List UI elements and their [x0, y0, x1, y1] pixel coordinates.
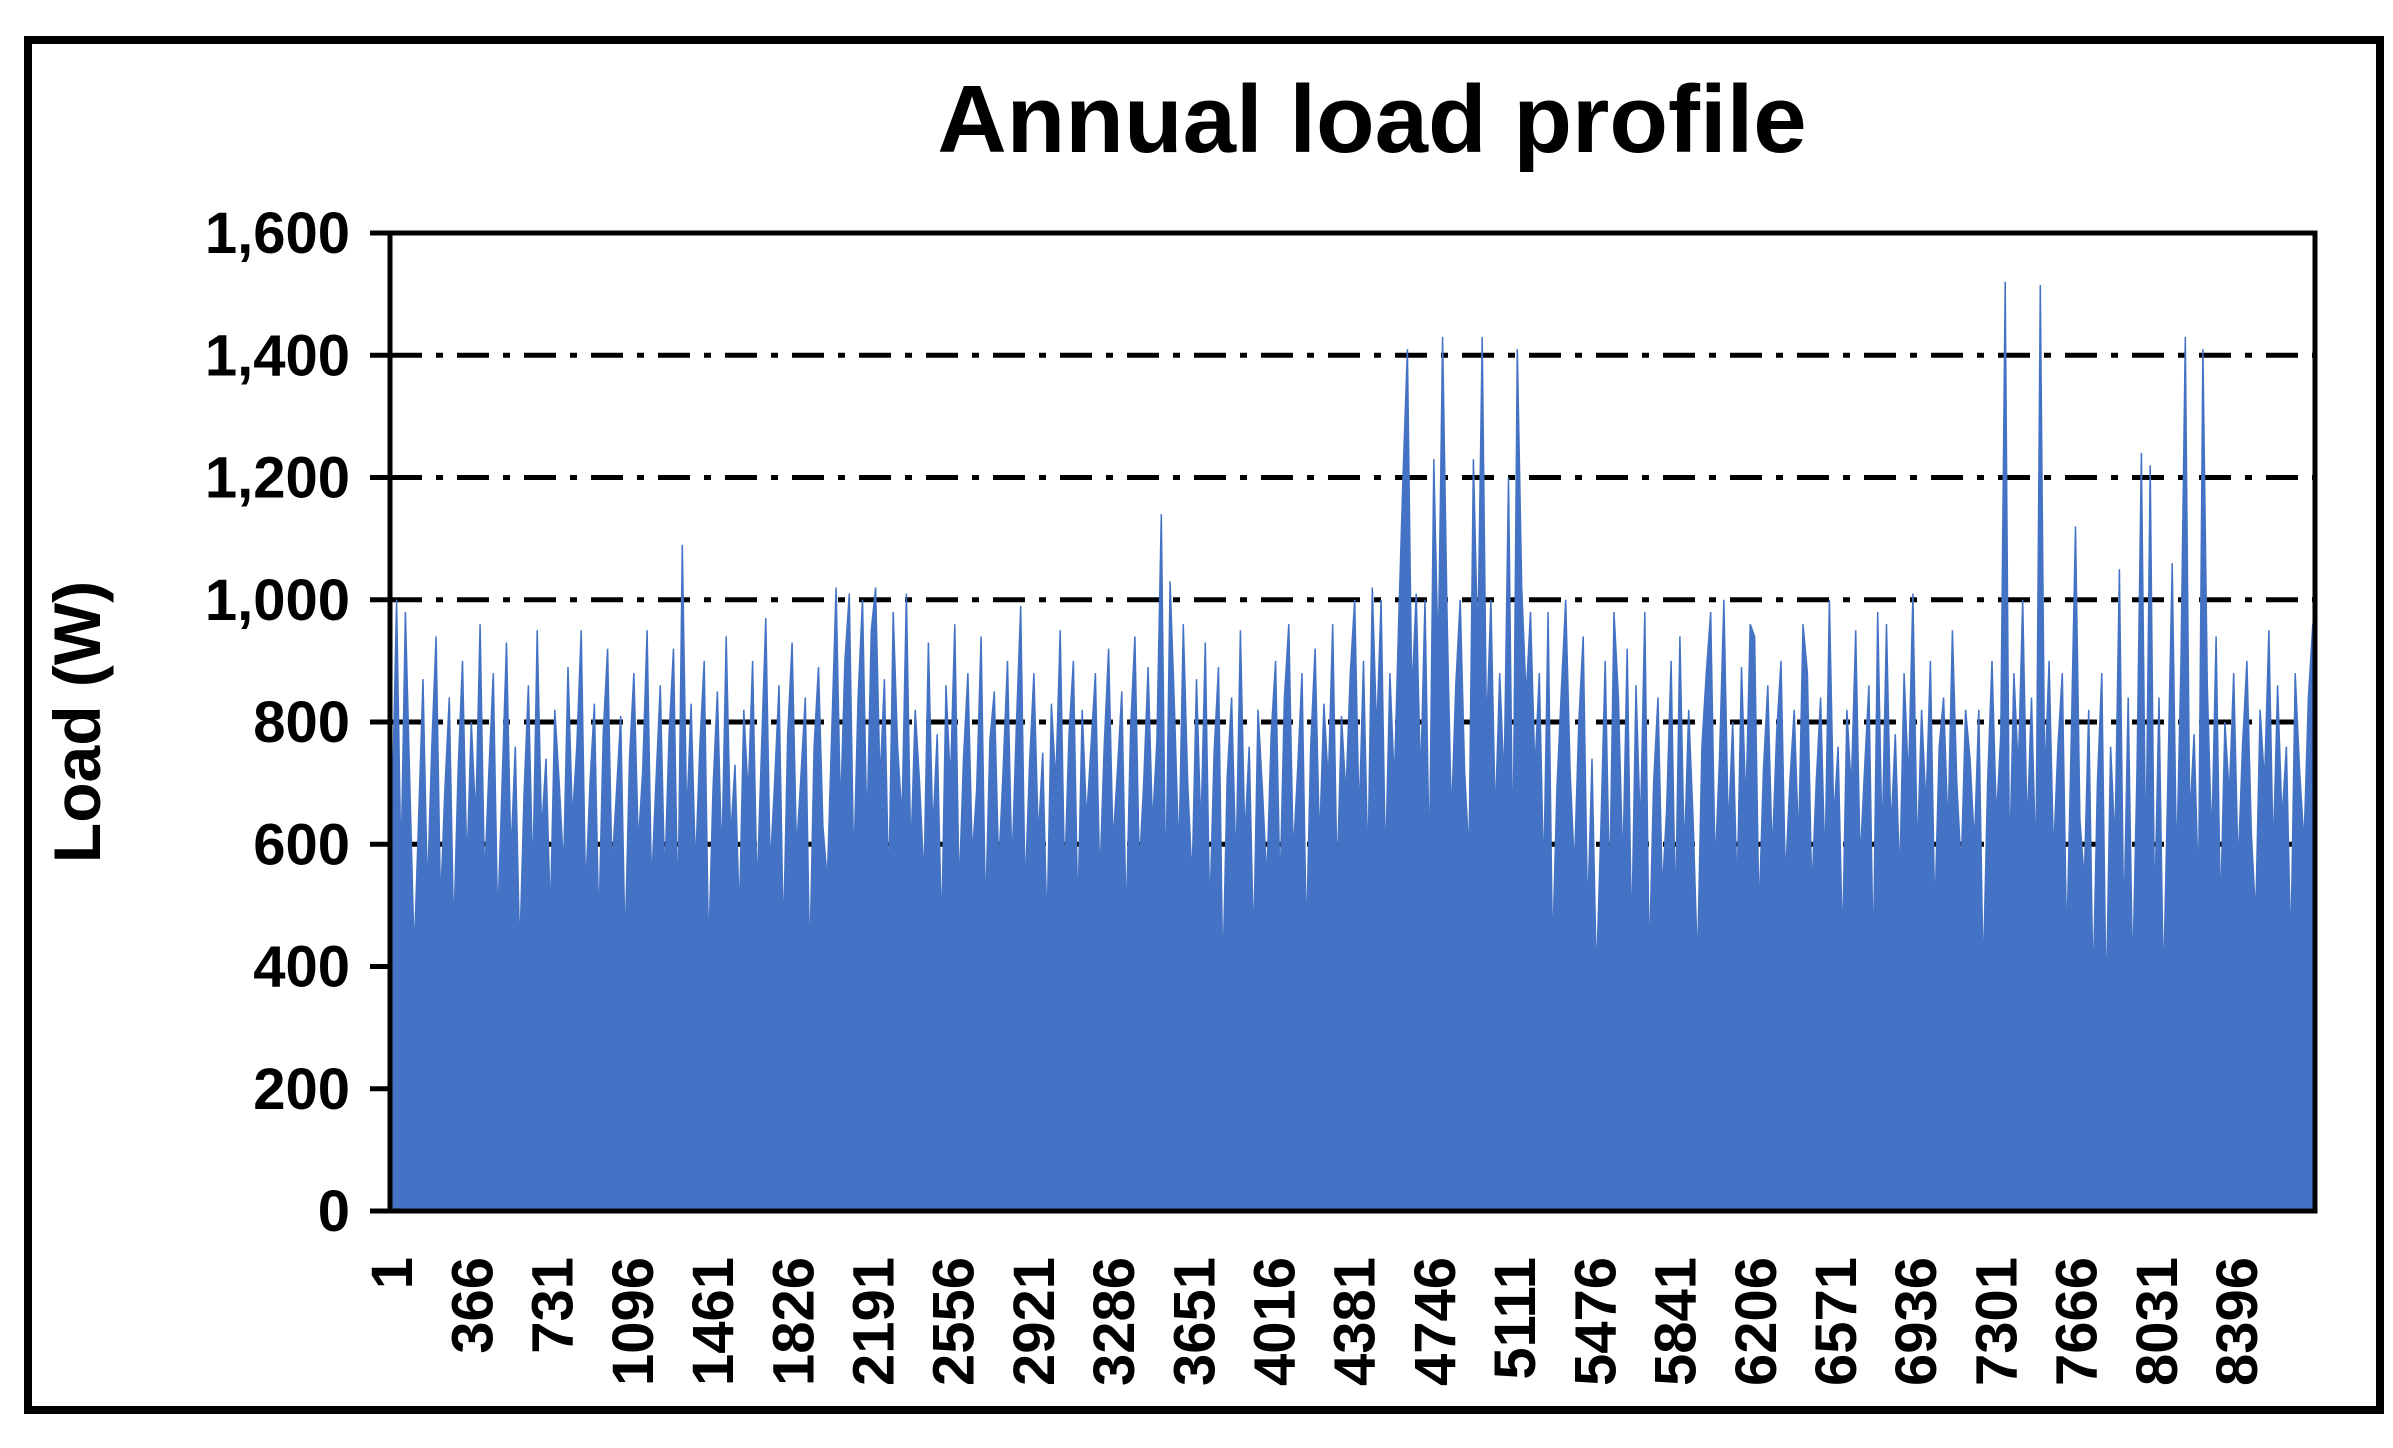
y-tick-label: 1,000 [205, 568, 350, 633]
x-tick-label: 2921 [1002, 1257, 1067, 1386]
y-axis-title: Load (W) [40, 581, 114, 863]
x-tick-label: 8396 [2205, 1257, 2270, 1386]
axes-layer [370, 230, 2318, 1214]
y-tick-label: 800 [253, 690, 350, 755]
y-tick-label: 1,200 [205, 446, 350, 511]
x-tick-label: 731 [521, 1257, 586, 1354]
x-tick-label: 1826 [761, 1257, 826, 1386]
x-tick-label: 4746 [1403, 1257, 1468, 1386]
x-tick-label: 1096 [601, 1257, 666, 1386]
y-tick-label: 600 [253, 812, 350, 877]
x-tick-label: 366 [440, 1257, 505, 1354]
series-layer [389, 281, 2316, 1212]
x-tick-label: 5476 [1563, 1257, 1628, 1386]
y-tick-label: 200 [253, 1057, 350, 1122]
x-tick-label: 5111 [1483, 1257, 1548, 1380]
x-tick-label: 6206 [1724, 1257, 1789, 1386]
x-tick-label: 3651 [1162, 1257, 1227, 1386]
y-tick-label: 1,600 [205, 201, 350, 266]
x-tick-label: 7301 [1964, 1257, 2029, 1386]
chart-title: Annual load profile [937, 66, 1806, 173]
x-tick-label: 1 [360, 1257, 425, 1289]
x-tick-label: 6936 [1884, 1257, 1949, 1386]
x-tick-label: 5841 [1644, 1257, 1709, 1386]
x-tick-label: 2556 [922, 1257, 987, 1386]
y-tick-label: 0 [318, 1179, 350, 1244]
x-tick-label: 6571 [1804, 1257, 1869, 1386]
x-tick-label: 2191 [842, 1257, 907, 1386]
x-tick-label: 4016 [1243, 1257, 1308, 1386]
y-tick-label: 400 [253, 935, 350, 1000]
x-tick-label: 4381 [1323, 1257, 1388, 1386]
x-tick-label: 7666 [2045, 1257, 2110, 1386]
load-area-series [389, 281, 2316, 1212]
y-tick-label: 1,400 [205, 323, 350, 388]
x-tick-label: 1461 [681, 1257, 746, 1386]
x-tick-label: 8031 [2125, 1257, 2190, 1386]
outer-frame-border [24, 36, 2384, 1414]
tick-labels-layer: 0 200 400 600 800 1,000 1,200 1,400 1,600 1 366 731… [205, 201, 2270, 1386]
x-tick-label: 3286 [1082, 1257, 1147, 1386]
